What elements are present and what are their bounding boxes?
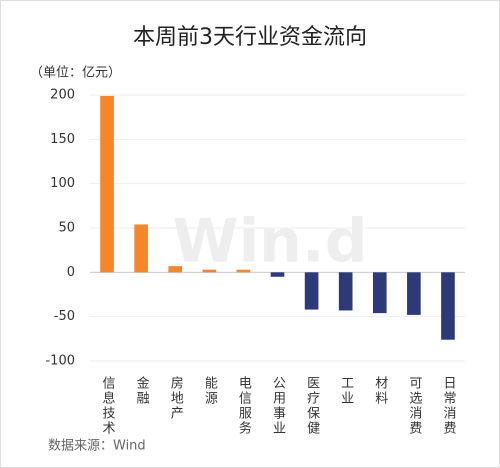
bar [168, 266, 183, 273]
bar [100, 95, 114, 273]
bar [134, 224, 148, 273]
x-tick-label: 日常消费 [440, 376, 456, 436]
x-tick-label: 信息技术 [100, 376, 116, 436]
x-tick-label: 材料 [372, 376, 388, 406]
y-tick-label: 0 [67, 265, 75, 280]
chart-title: 本周前3天行业资金流向 [133, 25, 367, 50]
y-tick-label: 100 [50, 176, 75, 191]
x-tick-label: 公用事业 [270, 376, 286, 436]
bar [441, 272, 455, 340]
bar [236, 269, 251, 273]
x-tick-label: 工业 [338, 376, 354, 406]
x-tick-label: 医疗保健 [304, 376, 320, 436]
bar [338, 272, 353, 311]
y-tick-label: 150 [50, 132, 75, 147]
x-tick-label: 可选消费 [406, 376, 422, 436]
x-tick-label: 能源 [202, 376, 218, 406]
source: 数据来源：Wind [48, 439, 146, 454]
x-tick-label: 电信服务 [236, 376, 252, 436]
y-tick-label: 200 [50, 88, 75, 103]
x-tick-label: 房地产 [168, 375, 184, 421]
watermark: Win.d [172, 207, 367, 277]
x-tick-label: 金融 [134, 375, 150, 406]
bar [270, 272, 285, 277]
unit-label: （单位：亿元） [30, 66, 121, 81]
bar [407, 272, 421, 315]
y-tick-label: -50 [54, 309, 75, 324]
bar [304, 272, 319, 310]
bar [372, 272, 387, 314]
y-tick-label: -100 [45, 354, 75, 369]
y-tick-label: 50 [58, 221, 75, 236]
bar [202, 269, 217, 273]
